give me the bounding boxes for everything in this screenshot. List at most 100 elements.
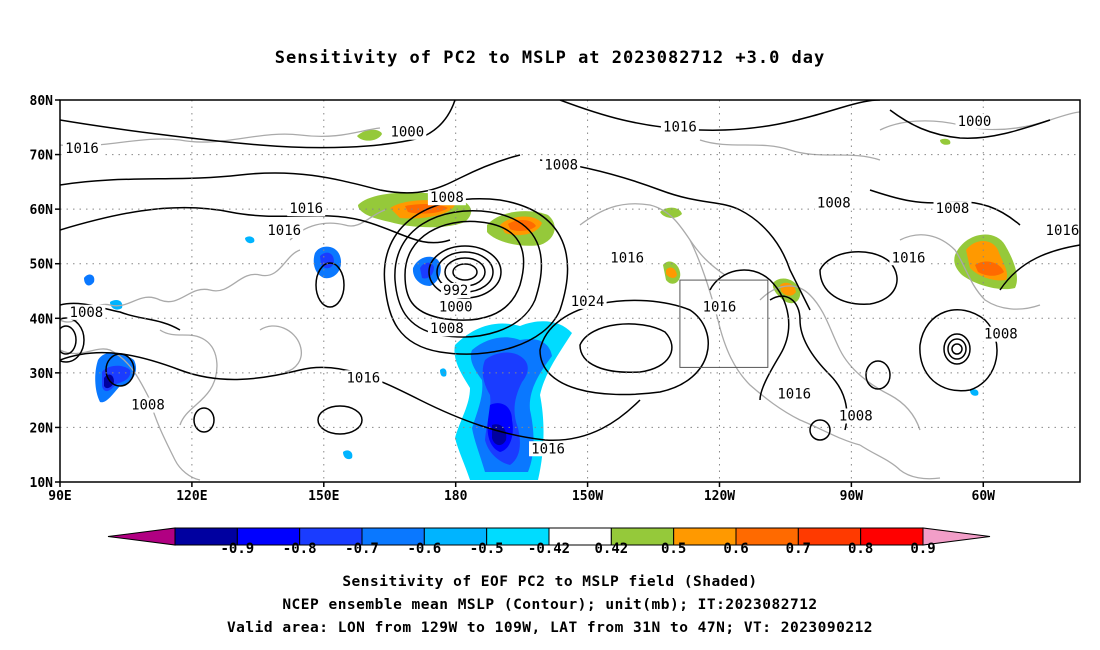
colorbar-label: 0.6 [723,541,749,557]
contour-label-1008-canada-bg [814,195,853,211]
contour-label-1008-labrador: 1008 [936,201,970,217]
contour-label-1008-asia: 1008 [70,305,104,321]
map-frame [59,99,1081,483]
contour-label-1008-atlantic-bg [981,326,1020,342]
contour-label-1008-gulf-mexico: 1008 [839,409,873,425]
contour-label-1016-edge: 1016 [1046,223,1080,239]
contour-label-1016-gulf-bg [608,250,647,266]
contour-1008-atlantic [919,309,998,392]
contour-1000-greenland [889,109,1051,140]
lon-label-150E: 150E [308,489,339,504]
contour-label-1016-gulf: 1016 [610,250,644,266]
contour-labels: 1000 1008 1016 1008 1000 1008 1008 1016 1016 1016… [62,113,1082,457]
lon-label-120W: 120W [704,489,735,504]
mslp-contours [60,100,1080,441]
contour-1000-pacific [60,100,456,149]
contour-label-1008-low: 1008 [430,321,464,337]
contour-label-1016-mexico: 1016 [777,387,811,403]
contour-label-1016-box-bg [700,299,739,315]
lon-label-180: 180 [444,489,468,504]
negative-shading-asia-small-1 [84,274,95,286]
contour-label-1016-west-edge: 1016 [65,141,99,157]
lon-label-150W: 150W [572,489,603,504]
coastlines [60,111,1080,481]
contour-1016-mexico [769,295,848,431]
contour-label-1000-low: 1000 [439,299,473,315]
positive-shading-alaska-panhandle [660,207,682,218]
contour-label-1008-alaska-bg [542,157,581,173]
colorbar-label: -0.8 [282,541,317,557]
gridlines [60,100,1080,482]
contour-label-1000-pacific: 1000 [390,125,424,141]
contour-label-992-low: 992 [443,283,468,299]
contour-label-1008-bering-bg [427,190,466,206]
contour-label-1008-canada: 1008 [817,196,851,212]
contour-label-1016-tropics-bg [529,441,568,457]
positive-shading-greenland [940,138,951,145]
contour-label-1008-atlantic: 1008 [984,327,1018,343]
negative-shading-subtropics-small [440,368,447,377]
contour-scs-ring [193,407,215,433]
contour-1008-canada [539,159,811,311]
lat-label-20N: 20N [30,421,54,436]
contour-label-1000-greenland-bg [955,113,994,129]
lat-label-40N: 40N [30,312,54,327]
negative-shading-atlantic-small [970,389,979,396]
valid-area-box [679,279,769,368]
contour-indochina-ring [105,353,135,387]
coast-japan [259,325,302,373]
contour-high-1024 [579,323,673,374]
contour-label-1008-low-bg [427,321,466,337]
lat-label-50N: 50N [30,258,54,273]
contour-label-1024-high-bg [568,293,607,309]
colorbar-label: 0.9 [910,541,936,557]
contour-1016-north [60,206,451,244]
contour-1016-east-edge [999,244,1080,291]
contour-label-1000-greenland: 1000 [958,114,992,130]
colorbar-label: 0.5 [661,541,687,557]
colorbar-label: -0.9 [220,541,255,557]
colorbar-right-arrow [922,527,991,546]
contour-tropics-ring [317,405,363,435]
coast-china [159,329,218,426]
coast-alaska [579,203,726,276]
contour-atlantic-ring-3 [943,333,971,365]
contour-label-1016-arctic: 1016 [663,119,697,135]
contour-label-992-low-bg [440,283,471,298]
contour-1016-south [60,351,641,441]
contour-label-1016-kamchatka-bg [265,222,304,238]
figure-title: Sensitivity of PC2 to MSLP at 2023082712… [274,48,826,68]
contour-label-1000-pacific-bg [388,124,427,140]
contour-west-ring-1 [60,325,77,355]
colorbar-label: -0.5 [469,541,504,557]
contour-1008-upper [60,154,521,194]
contour-label-1008-labrador-bg [933,201,972,217]
contour-label-1016-siberia: 1016 [289,201,323,217]
contour-label-1016-box: 1016 [703,299,737,315]
caption-line-1: Sensitivity of EOF PC2 to MSLP field (Sh… [342,574,758,590]
lat-label-60N: 60N [30,203,54,218]
negative-shading-siberia-small [245,236,255,244]
lat-label-30N: 30N [30,367,54,382]
lon-label-60W: 60W [972,489,996,504]
negative-shading-tropics-small [343,450,353,460]
contour-label-1016-subtropics-bg [344,370,383,386]
contour-gulf-ring [865,360,891,390]
contour-low-1000 [394,210,543,338]
contour-japan-ring [315,262,345,308]
contour-west-ring-2 [60,317,85,363]
contour-label-1008-alaska: 1008 [544,157,578,173]
contour-atlantic-ring-1 [951,343,963,355]
lon-label-90W: 90W [840,489,864,504]
contour-label-1016-edge-bg [1043,222,1082,238]
colorbar [107,527,991,546]
contour-low-ring-2 [444,257,486,287]
colorbar-label: -0.6 [407,541,442,557]
colorbar-label: -0.42 [527,541,571,557]
coast-okhotsk [289,209,386,241]
contour-label-1016-great-lakes-bg [889,250,928,266]
contour-1016-west [709,269,790,401]
colorbar-label: -0.7 [345,541,379,557]
contour-label-1016-west-edge-bg [62,141,101,157]
